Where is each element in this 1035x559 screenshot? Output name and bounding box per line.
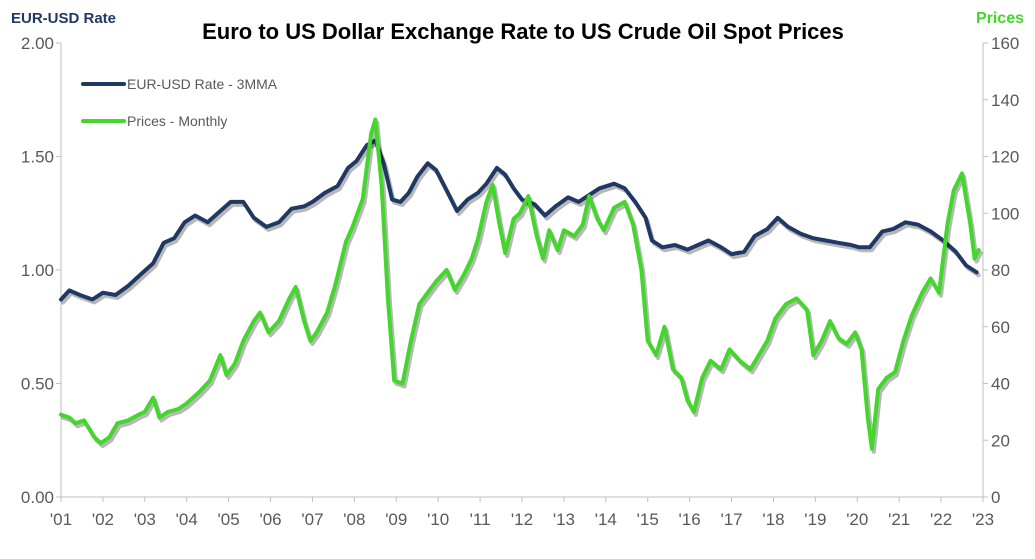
- x-tick-label: '06: [259, 510, 281, 529]
- right-axis-title: Prices: [976, 10, 1024, 27]
- x-tick-label: '03: [134, 510, 156, 529]
- left-axis-ticks: 0.00 0.50 1.00 1.50 2.00: [21, 34, 61, 507]
- right-tick-label: 60: [991, 318, 1010, 337]
- x-tick-label: '05: [218, 510, 240, 529]
- left-tick-label: 1.00: [21, 261, 54, 280]
- x-tick-label: '13: [553, 510, 575, 529]
- x-tick-label: '08: [343, 510, 365, 529]
- legend: EUR-USD Rate - 3MMA Prices - Monthly: [81, 76, 278, 129]
- right-tick-label: 40: [991, 375, 1010, 394]
- x-tick-label: '07: [301, 510, 323, 529]
- x-tick-label: '15: [637, 510, 659, 529]
- x-axis-ticks: '01 '02 '03 '04 '05 '06 '07 '08 '09 '10 '11 '12 '13 '…: [50, 497, 994, 529]
- x-tick-label: '22: [930, 510, 952, 529]
- right-axis-ticks: 0 20 40 60 80 100 120 140 160: [983, 34, 1019, 507]
- right-tick-label: 140: [991, 91, 1019, 110]
- chart-title: Euro to US Dollar Exchange Rate to US Cr…: [202, 19, 844, 44]
- left-axis-title: EUR-USD Rate: [11, 10, 116, 27]
- x-tick-label: '21: [888, 510, 910, 529]
- left-tick-label: 0.00: [21, 488, 54, 507]
- x-tick-label: '11: [470, 510, 491, 529]
- x-tick-label: '14: [595, 510, 617, 529]
- x-tick-label: '20: [846, 510, 868, 529]
- x-tick-label: '04: [176, 510, 198, 529]
- right-tick-label: 20: [991, 431, 1010, 450]
- left-tick-label: 1.50: [21, 148, 54, 167]
- left-tick-label: 2.00: [21, 34, 54, 53]
- series-line-prices: [59, 117, 981, 451]
- legend-label-prices: Prices - Monthly: [127, 113, 227, 129]
- right-tick-label: 80: [991, 261, 1010, 280]
- x-tick-label: '01: [50, 510, 72, 529]
- x-tick-label: '17: [720, 510, 742, 529]
- series-layer: [59, 117, 983, 454]
- x-tick-label: '18: [762, 510, 784, 529]
- right-tick-label: 100: [991, 204, 1019, 223]
- right-tick-label: 160: [991, 34, 1019, 53]
- right-tick-label: 120: [991, 148, 1019, 167]
- x-tick-label: '23: [972, 510, 994, 529]
- right-tick-label: 0: [991, 488, 1000, 507]
- x-tick-label: '12: [511, 510, 533, 529]
- x-tick-label: '02: [92, 510, 114, 529]
- legend-label-eur-usd: EUR-USD Rate - 3MMA: [127, 76, 278, 92]
- x-tick-label: '10: [427, 510, 449, 529]
- x-tick-label: '16: [679, 510, 701, 529]
- x-tick-label: '19: [804, 510, 826, 529]
- series-shadow-prices: [61, 120, 983, 454]
- x-tick-label: '09: [385, 510, 407, 529]
- series-shadow-eur-usd: [61, 141, 981, 305]
- series-line-eur-usd: [59, 138, 979, 302]
- left-tick-label: 0.50: [21, 375, 54, 394]
